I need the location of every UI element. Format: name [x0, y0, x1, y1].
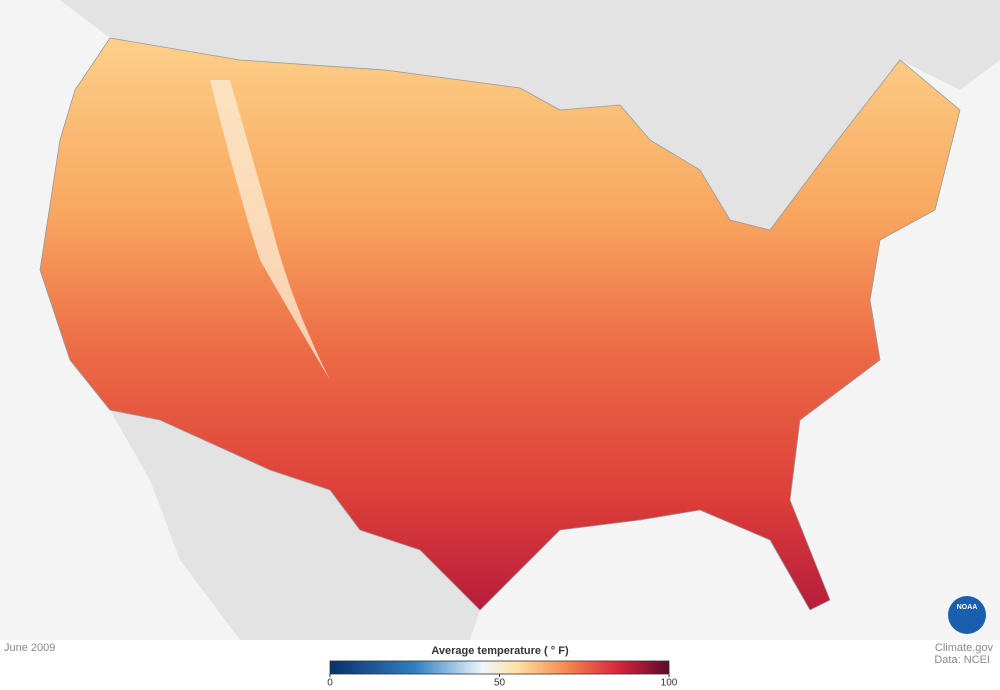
date-label: June 2009 [4, 642, 55, 654]
noaa-logo-text: NOAA [957, 604, 978, 611]
canada [60, 0, 1000, 230]
mexico [110, 410, 480, 640]
colorbar-ticks: 0 50 100 [327, 674, 678, 689]
legend-title: Average temperature ( ° F) [431, 645, 569, 657]
colorbar-tick-label: 50 [494, 678, 506, 689]
colorbar-tick-label: 0 [327, 678, 333, 689]
noaa-logo [948, 596, 986, 634]
colorbar [329, 660, 670, 675]
mountain-cool-area [210, 80, 330, 380]
colorbar-tick-label: 100 [661, 678, 678, 689]
site-credit: Climate.gov [935, 642, 994, 654]
us-map [39, 37, 961, 611]
source-credit: Data: NCEI [934, 654, 990, 666]
